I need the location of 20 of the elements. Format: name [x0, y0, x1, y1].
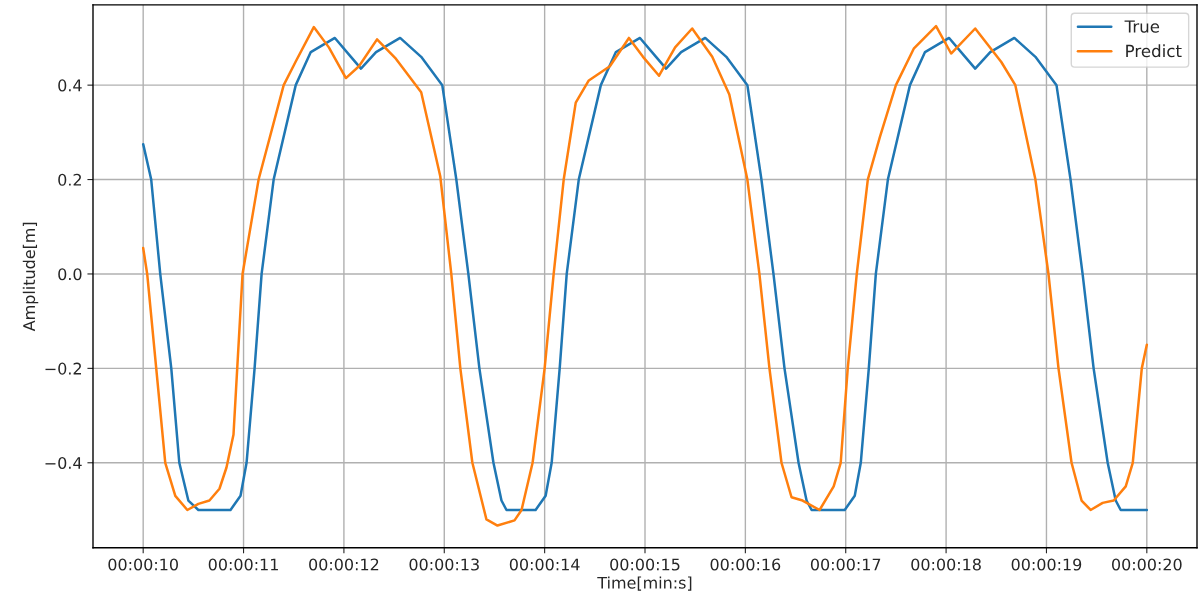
x-tick-label: 00:00:15 — [610, 558, 680, 571]
y-tick-label: 0.4 — [58, 79, 82, 92]
y-tick-label: 0.0 — [58, 268, 82, 281]
y-tick-label: −0.4 — [45, 456, 82, 470]
x-axis-title: Time[min:s] — [597, 576, 692, 591]
x-tick-label: 00:00:17 — [810, 558, 881, 571]
x-tick-label: 00:00:18 — [911, 558, 981, 571]
x-tick-label: 00:00:10 — [108, 558, 178, 571]
y-tick-label: −0.2 — [45, 362, 81, 375]
legend-label: Predict — [1126, 44, 1182, 58]
x-tick-label: 00:00:14 — [509, 558, 580, 571]
x-tick-label: 00:00:13 — [409, 558, 479, 571]
x-tick-label: 00:00:11 — [208, 558, 278, 571]
x-tick-label: 00:00:19 — [1011, 558, 1082, 571]
legend-label: True — [1124, 20, 1160, 33]
x-tick-label: 00:00:12 — [309, 558, 379, 571]
x-tick-label: 00:00:20 — [1112, 558, 1182, 571]
y-tick-label: 0.2 — [58, 173, 81, 186]
x-tick-label: 00:00:16 — [710, 558, 781, 571]
y-axis-title: Amplitude[m] — [22, 222, 39, 332]
